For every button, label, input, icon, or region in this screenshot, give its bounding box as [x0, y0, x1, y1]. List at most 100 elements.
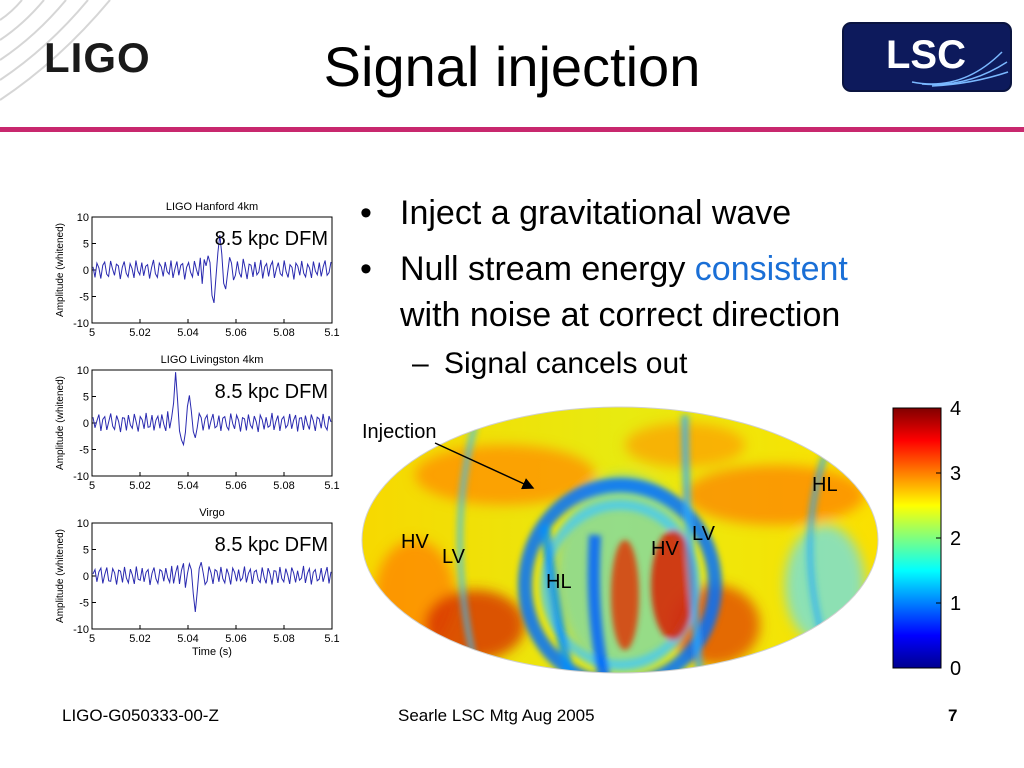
bullet-marker: • [360, 194, 372, 232]
header-divider [0, 127, 1024, 132]
colorbar-tick-label: 4 [950, 400, 961, 420]
y-tick-label: -10 [73, 318, 89, 330]
ligo-logo-graphic [0, 0, 111, 101]
source-annotation: 8.5 kpc DFM [215, 228, 328, 250]
detector-pair-label: HV [401, 531, 429, 553]
detector-pair-label: HL [546, 571, 572, 593]
colorbar-tick-label: 3 [950, 463, 961, 485]
page-number: 7 [948, 706, 958, 725]
ligo-logo-arc [0, 0, 111, 101]
x-tick-label: 5.04 [177, 327, 198, 339]
null-stream-band [806, 453, 829, 647]
detector-pair-label: HL [812, 474, 838, 496]
ligo-logo-arc [0, 0, 67, 61]
x-tick-label: 5.02 [129, 633, 150, 645]
waveform-line [92, 561, 332, 613]
x-tick-label: 5.1 [324, 633, 339, 645]
y-tick-label: -5 [79, 292, 89, 304]
ligo-logo-arc [0, 0, 23, 21]
waveform-line [92, 372, 332, 447]
sky-map-outline [361, 406, 879, 674]
x-tick-label: 5.06 [225, 480, 246, 492]
ligo-logo-arc [0, 0, 89, 81]
y-tick-label: 10 [77, 518, 89, 530]
footer-meeting: Searle LSC Mtg Aug 2005 [398, 706, 595, 725]
y-tick-label: 5 [83, 392, 89, 404]
colorbar: 0 1 2 3 4 [888, 398, 978, 685]
ligo-logo-arc [0, 0, 45, 41]
footer-document-id: LIGO-G050333-00-Z [62, 706, 219, 725]
sky-region-cool [785, 525, 865, 645]
x-tick-label: 5.1 [324, 480, 339, 492]
lsc-logo-box [842, 22, 1012, 92]
ligo-logo-text: LIGO [44, 34, 151, 81]
y-tick-label: 0 [83, 571, 89, 583]
x-tick-label: 5 [89, 480, 95, 492]
panel-title: Virgo [199, 507, 224, 519]
sky-region-hot [611, 540, 639, 650]
x-tick-label: 5.1 [324, 327, 339, 339]
sky-map-chart: Injection HL LV HV HV LV HL [361, 406, 879, 674]
bullet-highlight: consistent [694, 250, 848, 288]
bullet-text-continued: with noise at correct direction [400, 296, 841, 334]
colorbar-chart: 0 1 2 3 4 [892, 398, 961, 680]
ligo-logo [0, 0, 200, 110]
y-tick-label: 5 [83, 545, 89, 557]
x-tick-label: 5.04 [177, 480, 198, 492]
y-tick-label: -10 [73, 471, 89, 483]
source-annotation: 8.5 kpc DFM [215, 381, 328, 403]
x-tick-label: 5.02 [129, 327, 150, 339]
y-tick-label: 0 [83, 418, 89, 430]
bullet-marker: • [360, 250, 372, 288]
sky-region-hot [651, 530, 695, 640]
waveform-panels: LIGO Hanford 4km 10 5 0 -5 -10 5 5.02 5.04 5.06 5.… [50, 190, 350, 670]
sub-bullet-text: Signal cancels out [444, 347, 688, 380]
x-tick-label: 5 [89, 633, 95, 645]
bullet-list: • Inject a gravitational wave • Null str… [360, 190, 1000, 386]
sky-region-warm [685, 465, 865, 525]
page-title: Signal injection [323, 35, 701, 98]
lsc-logo-ripple [931, 71, 1009, 87]
x-tick-label: 5.02 [129, 480, 150, 492]
x-tick-label: 5.06 [225, 633, 246, 645]
y-axis-label: Amplitude (whitened) [55, 223, 66, 317]
panel-title: LIGO Livingston 4km [161, 354, 264, 366]
source-annotation: 8.5 kpc DFM [215, 534, 328, 556]
y-axis-label: Amplitude (whitened) [55, 529, 66, 623]
colorbar-tick-label: 0 [950, 658, 961, 680]
x-tick-label: 5.08 [273, 633, 294, 645]
injection-label: Injection [362, 421, 437, 443]
bullet-text: Null stream energy [400, 250, 695, 288]
x-tick-label: 5.04 [177, 633, 198, 645]
sky-map: Injection HL LV HV HV LV HL [355, 395, 885, 680]
waveform-line [92, 234, 332, 304]
detector-pair-label: HV [651, 538, 679, 560]
bullet-item: • Null stream energy consistent with noi… [360, 246, 1000, 338]
y-tick-label: 0 [83, 265, 89, 277]
null-stream-band [540, 524, 575, 673]
x-tick-label: 5 [89, 327, 95, 339]
colorbar-tick-label: 2 [950, 528, 961, 550]
y-axis-label: Amplitude (whitened) [55, 376, 66, 470]
null-stream-ring [518, 478, 722, 673]
y-tick-label: 5 [83, 239, 89, 251]
x-tick-label: 5.08 [273, 480, 294, 492]
sub-bullet-marker: – [412, 347, 429, 380]
null-stream-band [681, 414, 704, 673]
sub-bullet-item: – Signal cancels out [360, 342, 1000, 386]
detector-pair-label: LV [442, 546, 466, 568]
y-tick-label: 10 [77, 365, 89, 377]
panel-title: LIGO Hanford 4km [166, 201, 258, 213]
panel-axes [91, 369, 333, 477]
x-tick-label: 5.08 [273, 327, 294, 339]
null-stream-band [456, 424, 479, 666]
lsc-logo-ripple [921, 61, 1008, 86]
colorbar-tick-label: 1 [950, 593, 961, 615]
injection-arrow [434, 442, 535, 490]
y-tick-label: -5 [79, 598, 89, 610]
bullet-item: • Inject a gravitational wave [360, 190, 1000, 236]
